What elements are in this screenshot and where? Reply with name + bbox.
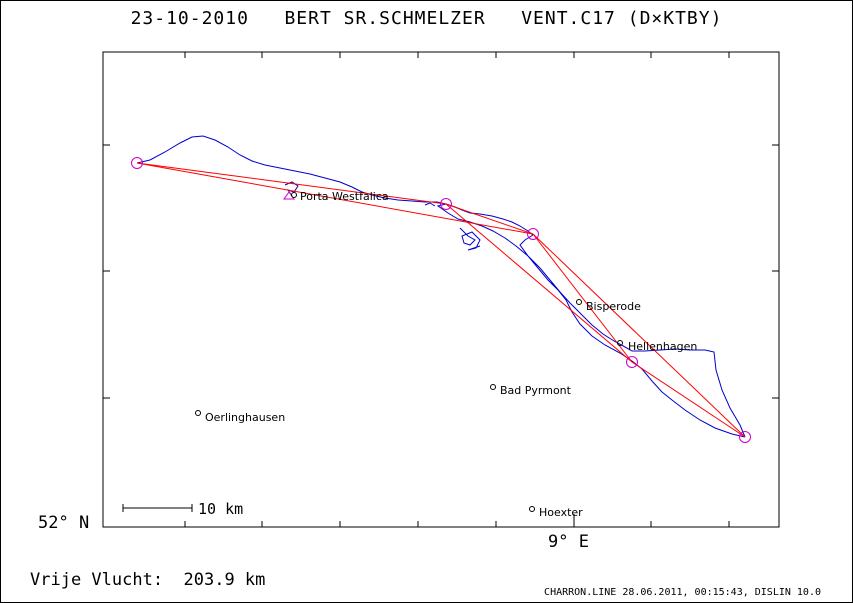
map-frame: [102, 51, 780, 528]
tick-marks: [103, 52, 779, 527]
gps-track: [136, 135, 746, 438]
turnpoints: [131, 157, 751, 443]
place-label-bad-pyrmont: Bad Pyrmont: [500, 384, 571, 397]
title-vent: VENT.C17 (D×KTBY): [521, 8, 723, 29]
flight-title: 23-10-2010 BERT SR.SCHMELZER VENT.C17 (D…: [0, 8, 853, 29]
place-label-bisperode: Bisperode: [586, 300, 641, 313]
turnpoint-3[interactable]: [527, 228, 539, 240]
place-label-hellenhagen: Hellenhagen: [628, 340, 698, 353]
place-label-porta-westfalica: Porta Westfalica: [300, 190, 389, 203]
title-date: 23-10-2010: [130, 8, 249, 29]
place-marker-porta: [291, 192, 297, 198]
place-markers: [195, 192, 623, 512]
turnpoint-1[interactable]: [131, 157, 143, 169]
turnpoint-4[interactable]: [626, 356, 638, 368]
turnpoint-2[interactable]: [440, 198, 452, 210]
place-marker-hellenhagen: [617, 340, 623, 346]
scale-bar: [122, 504, 193, 512]
place-marker-oerlinghausen: [195, 410, 201, 416]
task-lines: [136, 162, 746, 438]
place-marker-bisperode: [576, 299, 582, 305]
scale-label: 10 km: [198, 500, 244, 518]
longitude-label: 9° E: [548, 532, 589, 552]
place-marker-bad-pyrmont: [490, 384, 496, 390]
credit-line: CHARRON.LINE 28.06.2011, 00:15:43, DISLI…: [544, 587, 821, 598]
place-label-oerlinghausen: Oerlinghausen: [205, 411, 286, 424]
place-marker-hoexter: [529, 506, 535, 512]
turnpoint-5[interactable]: [739, 431, 751, 443]
free-flight-distance: Vrije Vlucht: 203.9 km: [30, 570, 266, 590]
latitude-label: 52° N: [38, 513, 90, 533]
title-pilot: BERT SR.SCHMELZER: [284, 8, 486, 29]
place-label-hoexter: Hoexter: [539, 506, 583, 519]
